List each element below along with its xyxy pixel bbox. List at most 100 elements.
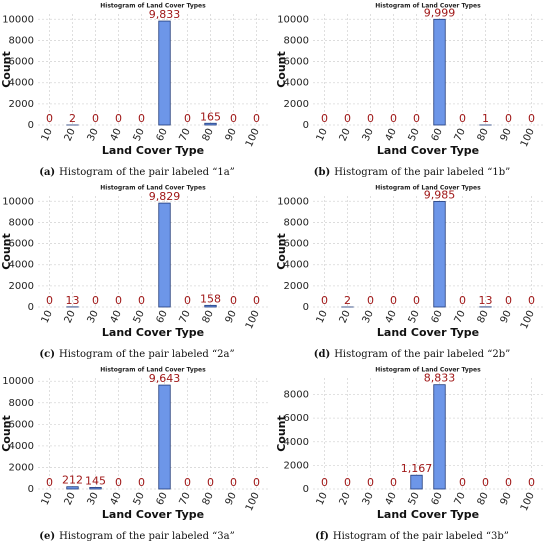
y-tick-label: 4000 xyxy=(284,437,309,448)
x-tick-label: 60 xyxy=(430,491,445,507)
value-label: 0 xyxy=(413,294,420,307)
value-label: 0 xyxy=(184,476,191,489)
y-tick-label: 0 xyxy=(28,120,34,131)
x-tick-label: 60 xyxy=(155,491,170,507)
value-label: 0 xyxy=(321,476,328,489)
x-tick-label: 30 xyxy=(86,309,101,325)
value-label: 0 xyxy=(46,112,53,125)
value-label: 0 xyxy=(367,476,374,489)
x-tick-label: 50 xyxy=(407,309,422,325)
value-label: 0 xyxy=(184,112,191,125)
chart-panel: Histogram of Land Cover Types02000400060… xyxy=(0,367,268,542)
value-label: 0 xyxy=(390,112,397,125)
chart-panel: Histogram of Land Cover Types02000400060… xyxy=(275,367,543,542)
bar xyxy=(204,122,217,126)
x-tick-label: 80 xyxy=(476,127,491,143)
x-tick-label: 70 xyxy=(453,309,468,325)
x-tick-label: 50 xyxy=(132,491,147,507)
y-tick-label: 6000 xyxy=(284,57,309,68)
y-axis-label: Count xyxy=(275,51,288,88)
value-label: 0 xyxy=(115,476,122,489)
value-label: 0 xyxy=(230,294,237,307)
value-label: 0 xyxy=(367,294,374,307)
y-tick-label: 2000 xyxy=(284,281,309,292)
x-tick-label: 50 xyxy=(407,491,422,507)
y-tick-label: 6000 xyxy=(9,57,34,68)
value-label: 0 xyxy=(367,112,374,125)
chart-title: Histogram of Land Cover Types xyxy=(375,3,481,10)
caption-text: Histogram of the pair labeled “2a” xyxy=(59,349,235,360)
value-label: 0 xyxy=(46,294,53,307)
x-tick-label: 30 xyxy=(361,491,376,507)
caption-label: (c) xyxy=(39,349,55,360)
caption: (c) Histogram of the pair labeled “2a” xyxy=(39,349,234,360)
value-label: 2 xyxy=(69,112,76,125)
value-label: 9,829 xyxy=(149,190,181,203)
x-tick-label: 70 xyxy=(178,309,193,325)
x-tick-label: 40 xyxy=(384,491,399,507)
x-tick-label: 10 xyxy=(315,491,330,507)
value-label: 0 xyxy=(92,112,99,125)
y-tick-label: 2000 xyxy=(284,99,309,110)
x-tick-label: 20 xyxy=(338,127,353,143)
x-tick-label: 70 xyxy=(178,491,193,507)
y-tick-label: 8000 xyxy=(284,35,309,46)
value-label: 0 xyxy=(230,112,237,125)
value-label: 2 xyxy=(344,294,351,307)
x-axis-label: Land Cover Type xyxy=(377,144,479,157)
value-label: 0 xyxy=(528,112,535,125)
x-tick-label: 100 xyxy=(244,309,262,331)
y-tick-label: 4000 xyxy=(9,441,34,452)
x-axis-label: Land Cover Type xyxy=(377,508,479,521)
x-tick-label: 80 xyxy=(201,309,216,325)
x-tick-label: 50 xyxy=(407,127,422,143)
bar xyxy=(89,487,102,490)
y-tick-label: 10000 xyxy=(2,196,34,207)
x-axis-label: Land Cover Type xyxy=(102,144,204,157)
value-label: 0 xyxy=(230,476,237,489)
x-tick-label: 50 xyxy=(132,309,147,325)
x-tick-label: 90 xyxy=(499,491,514,507)
value-label: 13 xyxy=(66,294,80,307)
x-tick-label: 90 xyxy=(224,127,239,143)
bar xyxy=(158,202,171,308)
value-label: 0 xyxy=(253,112,260,125)
x-tick-label: 60 xyxy=(430,309,445,325)
y-tick-label: 8000 xyxy=(284,217,309,228)
value-label: 0 xyxy=(413,112,420,125)
value-label: 0 xyxy=(505,476,512,489)
y-tick-label: 10000 xyxy=(277,14,309,25)
x-tick-label: 30 xyxy=(86,491,101,507)
value-label: 0 xyxy=(138,294,145,307)
value-label: 9,643 xyxy=(149,372,181,385)
x-tick-label: 100 xyxy=(519,127,537,149)
chart-panel: Histogram of Land Cover Types02000400060… xyxy=(0,3,268,178)
value-label: 9,999 xyxy=(424,6,456,19)
caption: (f) Histogram of the pair labeled “3b” xyxy=(315,531,509,542)
x-tick-label: 20 xyxy=(338,491,353,507)
value-label: 0 xyxy=(138,112,145,125)
value-label: 212 xyxy=(62,474,83,487)
value-label: 0 xyxy=(344,112,351,125)
value-label: 0 xyxy=(459,476,466,489)
y-tick-label: 10000 xyxy=(2,376,34,387)
chart-title: Histogram of Land Cover Types xyxy=(100,3,206,10)
value-label: 0 xyxy=(344,476,351,489)
x-tick-label: 20 xyxy=(63,127,78,143)
caption-text: Histogram of the pair labeled “1a” xyxy=(59,167,235,178)
value-label: 0 xyxy=(459,112,466,125)
x-tick-label: 80 xyxy=(201,491,216,507)
y-tick-label: 6000 xyxy=(284,239,309,250)
x-tick-label: 100 xyxy=(244,491,262,513)
x-tick-label: 60 xyxy=(430,127,445,143)
value-label: 0 xyxy=(505,294,512,307)
x-tick-label: 10 xyxy=(315,309,330,325)
value-label: 0 xyxy=(390,294,397,307)
x-tick-label: 10 xyxy=(40,309,55,325)
value-label: 158 xyxy=(200,292,221,305)
y-tick-label: 6000 xyxy=(9,239,34,250)
y-axis-label: Count xyxy=(0,51,13,88)
chart-panel: Histogram of Land Cover Types02000400060… xyxy=(275,185,543,360)
x-tick-label: 100 xyxy=(244,127,262,149)
y-tick-label: 0 xyxy=(303,484,309,495)
